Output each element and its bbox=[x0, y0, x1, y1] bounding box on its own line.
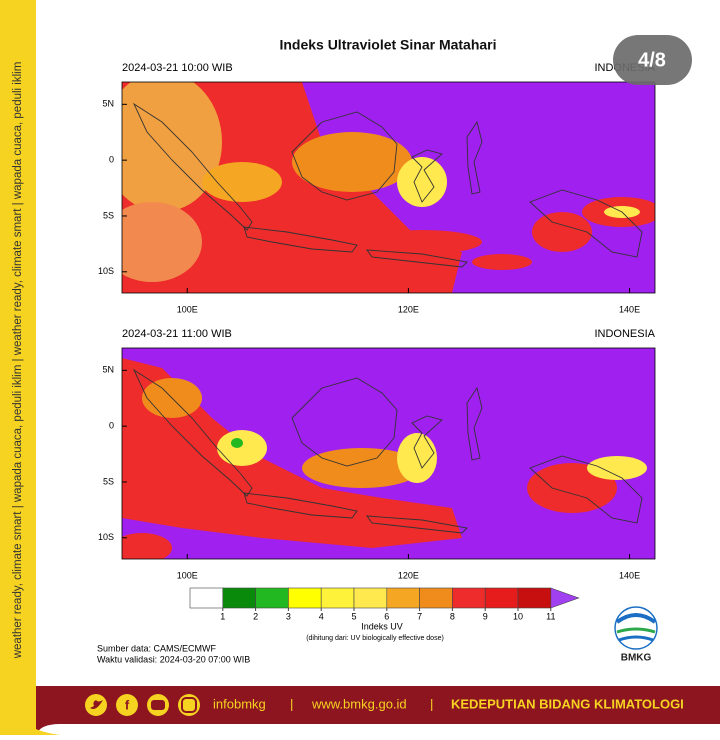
uv-area bbox=[397, 433, 437, 483]
side-text: weather ready, climate smart | wapada cu… bbox=[12, 62, 24, 660]
map-panel: 2024-03-21 10:00 WIBINDONESIA100E120E140… bbox=[98, 62, 656, 314]
uv-area bbox=[202, 162, 282, 202]
svg-text:|: | bbox=[430, 696, 433, 711]
y-tick-label: 10S bbox=[98, 532, 114, 542]
colorbar-tick-label: 9 bbox=[483, 611, 488, 621]
map-time: 2024-03-21 10:00 WIB bbox=[122, 62, 233, 74]
colorbar-box bbox=[222, 587, 256, 609]
colorbar-box bbox=[452, 587, 486, 609]
uv-area bbox=[362, 230, 482, 254]
colorbar-tick-label: 5 bbox=[351, 611, 356, 621]
x-tick-label: 120E bbox=[398, 570, 419, 580]
logo: BMKG bbox=[614, 606, 658, 664]
facebook-icon[interactable] bbox=[116, 694, 138, 716]
uv-area bbox=[587, 456, 647, 480]
colorbar-tick-label: 11 bbox=[546, 611, 555, 621]
colorbar-tick-label: 8 bbox=[450, 611, 455, 621]
uv-area bbox=[292, 132, 412, 192]
colorbar-box bbox=[419, 587, 453, 609]
y-tick-label: 0 bbox=[109, 155, 114, 165]
uv-area bbox=[217, 430, 267, 466]
footer-accent bbox=[0, 700, 60, 735]
map-panel: 2024-03-21 11:00 WIB INDONESIA 100E 120E 140… bbox=[98, 328, 656, 580]
colorbar-tick-label: 6 bbox=[384, 611, 389, 621]
uv-area bbox=[472, 254, 532, 270]
colorbar-box bbox=[320, 587, 355, 609]
x-tick-label: 140E bbox=[619, 304, 640, 314]
map-region: INDONESIA bbox=[594, 328, 655, 340]
colorbar-tick-label: 4 bbox=[319, 611, 324, 621]
logo-text: BMKG bbox=[621, 653, 652, 664]
source: Sumber data: CAMS/ECMWF bbox=[97, 643, 217, 653]
x-tick-label: 100E bbox=[177, 570, 198, 580]
svg-text:|: | bbox=[290, 696, 293, 711]
footer-band bbox=[36, 686, 720, 735]
department: KEDEPUTIAN BIDANG KLIMATOLOGI bbox=[451, 696, 684, 711]
y-tick-label: 5N bbox=[102, 99, 114, 109]
colorbar-extend bbox=[550, 587, 580, 609]
x-tick-label: 120E bbox=[398, 304, 419, 314]
colorbar-box bbox=[484, 587, 519, 609]
title: Indeks Ultraviolet Sinar Matahari bbox=[279, 37, 496, 53]
colorbar: 1 2 3 4 5 6 7 8 9 10 11 bbox=[189, 587, 580, 621]
map-time: 2024-03-21 11:00 WIB bbox=[122, 328, 232, 340]
social-icons: f bbox=[85, 694, 200, 716]
colorbar-tick-label: 3 bbox=[286, 611, 291, 621]
colorbar-tick-label: 10 bbox=[513, 611, 523, 621]
colorbar-note: (dihitung dari: UV biologically effectiv… bbox=[306, 635, 444, 642]
uv-area bbox=[532, 212, 592, 252]
colorbar-box bbox=[189, 587, 224, 609]
uv-area bbox=[122, 82, 222, 212]
y-tick-label: 5S bbox=[103, 210, 114, 220]
y-tick-label: 5S bbox=[103, 476, 114, 486]
page-badge bbox=[613, 35, 692, 85]
svg-text:f: f bbox=[125, 697, 130, 712]
badge-text: 4/8 bbox=[638, 49, 666, 71]
colorbar-box bbox=[386, 587, 420, 609]
colorbar-box bbox=[255, 587, 289, 609]
social-handle: infobmkg bbox=[213, 696, 266, 711]
y-tick-label: 0 bbox=[109, 421, 114, 431]
y-tick-label: 10S bbox=[98, 266, 114, 276]
x-tick-label: 140E bbox=[619, 570, 640, 580]
y-tick-label: 5N bbox=[102, 365, 114, 375]
uv-area bbox=[397, 157, 447, 207]
uv-area bbox=[302, 448, 422, 488]
colorbar-box bbox=[353, 587, 388, 609]
uv-area bbox=[231, 438, 243, 448]
colorbar-box bbox=[517, 587, 552, 609]
website[interactable]: www.bmkg.go.id bbox=[311, 696, 407, 711]
side-strip bbox=[0, 0, 36, 735]
validity: Waktu validasi: 2024-03-20 07:00 WIB bbox=[97, 654, 250, 664]
colorbar-title: Indeks UV bbox=[361, 621, 403, 631]
uv-area bbox=[122, 202, 202, 282]
colorbar-box bbox=[288, 587, 322, 609]
colorbar-tick-label: 2 bbox=[253, 611, 258, 621]
uv-area bbox=[122, 358, 462, 548]
x-tick-label: 100E bbox=[177, 304, 198, 314]
colorbar-tick-label: 1 bbox=[220, 611, 225, 621]
colorbar-tick-label: 7 bbox=[417, 611, 422, 621]
uv-area bbox=[122, 533, 172, 559]
